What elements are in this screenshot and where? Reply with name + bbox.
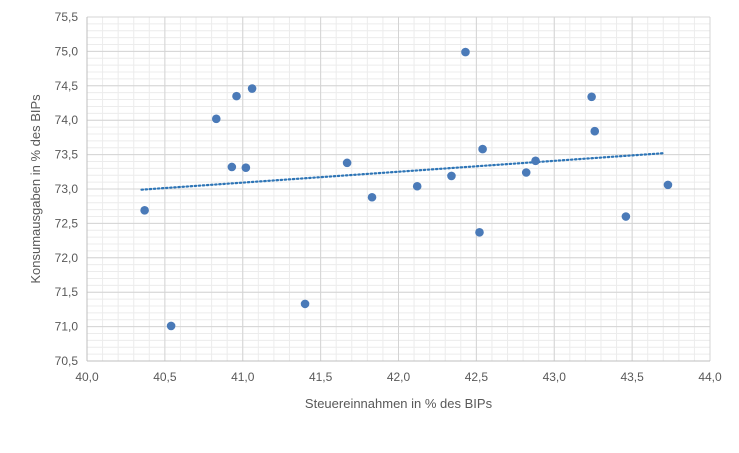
data-point bbox=[367, 192, 377, 202]
trendline bbox=[140, 152, 665, 191]
data-point bbox=[590, 126, 600, 136]
y-tick-label: 73,0 bbox=[55, 182, 79, 196]
x-tick-label: 43,0 bbox=[543, 370, 567, 384]
data-point bbox=[227, 162, 237, 172]
data-point bbox=[478, 144, 487, 154]
y-tick-labels: 70,5 71,0 71,5 72,0 72,5 73,0 73,5 74,0 74,5 75,0… bbox=[55, 10, 79, 368]
y-tick-label: 73,5 bbox=[55, 148, 79, 162]
data-points bbox=[140, 47, 673, 331]
x-tick-label: 43,5 bbox=[620, 370, 644, 384]
data-point bbox=[621, 212, 631, 221]
data-point bbox=[232, 91, 241, 101]
y-tick-label: 70,5 bbox=[55, 354, 79, 368]
y-tick-label: 72,5 bbox=[55, 216, 79, 230]
y-tick-label: 74,5 bbox=[55, 79, 79, 93]
data-point bbox=[475, 228, 484, 237]
y-tick-label: 74,0 bbox=[55, 113, 79, 127]
data-point bbox=[342, 158, 352, 168]
x-tick-label: 42,5 bbox=[465, 370, 489, 384]
data-point bbox=[531, 156, 540, 166]
x-axis-title: Steuereinnahmen in % des BIPs bbox=[305, 396, 493, 411]
y-axis-title: Konsumausgaben in % des BIPs bbox=[28, 94, 43, 284]
data-point bbox=[447, 171, 456, 181]
data-point bbox=[241, 163, 251, 172]
data-point bbox=[412, 181, 422, 191]
y-tick-label: 75,5 bbox=[55, 10, 79, 24]
data-point bbox=[663, 180, 673, 190]
data-point bbox=[300, 299, 310, 309]
x-tick-label: 40,5 bbox=[153, 370, 177, 384]
data-point bbox=[166, 321, 176, 331]
x-tick-label: 41,0 bbox=[231, 370, 255, 384]
x-tick-label: 44,0 bbox=[698, 370, 722, 384]
y-tick-label: 75,0 bbox=[55, 44, 79, 58]
x-tick-label: 40,0 bbox=[75, 370, 99, 384]
data-point bbox=[247, 84, 257, 93]
data-point bbox=[211, 114, 221, 124]
x-tick-label: 41,5 bbox=[309, 370, 333, 384]
data-point bbox=[140, 206, 149, 215]
data-point bbox=[521, 168, 531, 177]
y-tick-label: 71,0 bbox=[55, 320, 79, 334]
major-gridlines bbox=[86, 16, 711, 362]
data-point bbox=[461, 47, 470, 57]
y-tick-label: 71,5 bbox=[55, 285, 79, 299]
y-tick-label: 72,0 bbox=[55, 251, 79, 265]
data-point bbox=[587, 92, 596, 102]
x-tick-label: 42,0 bbox=[387, 370, 411, 384]
x-tick-labels: 40,0 40,5 41,0 41,5 42,0 42,5 43,0 43,5 44,0 bbox=[75, 370, 722, 384]
